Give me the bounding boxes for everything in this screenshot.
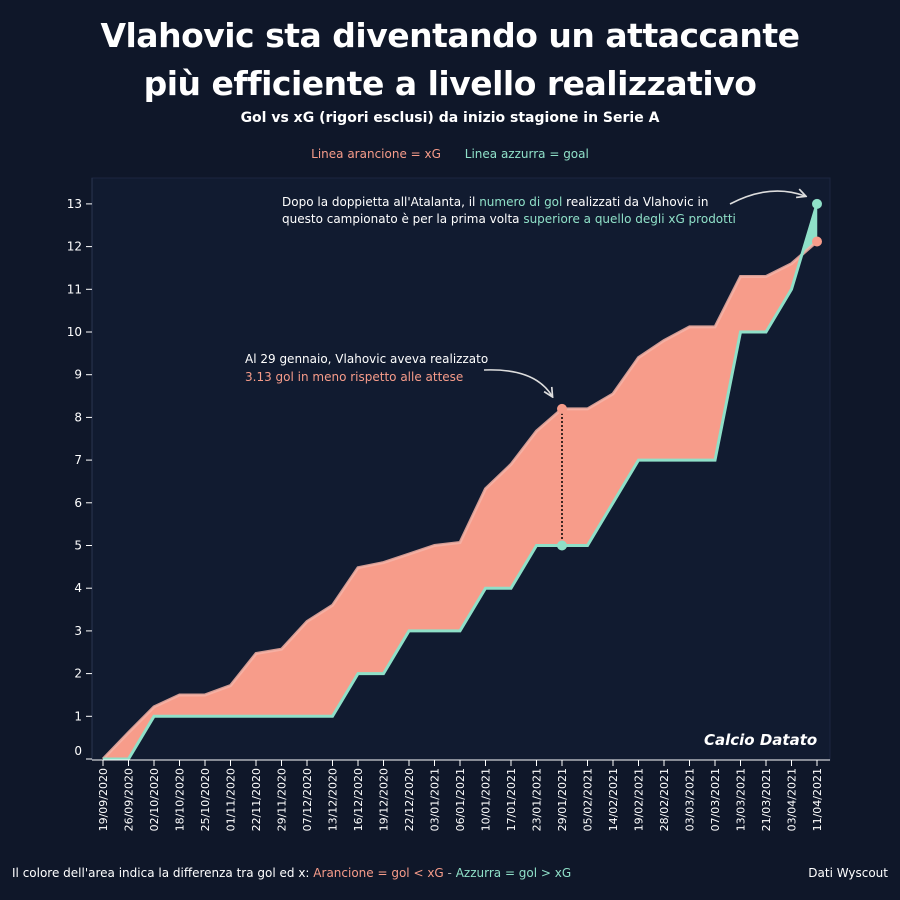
- y-tick-label: 5: [74, 539, 82, 553]
- xg-line: [101, 240, 818, 761]
- marker-xg-11-04: [812, 236, 822, 247]
- goal-line: [103, 203, 819, 761]
- marker-goal-11-04: [812, 198, 822, 209]
- annotation-top-line2: questo campionato è per la prima volta s…: [282, 212, 736, 226]
- y-tick-label: 13: [67, 197, 82, 211]
- footer-prefix: Il colore dell'area indica la differenza…: [12, 866, 314, 880]
- brand-logo: Calcio Datato: [704, 731, 817, 749]
- x-tick-label: 06/01/2021: [454, 768, 467, 831]
- footer-blue: Azzurra = gol > xG: [455, 866, 572, 880]
- area-segment: [408, 545, 435, 632]
- x-tick-label: 13/12/2020: [327, 768, 340, 831]
- x-tick-label: 03/01/2021: [429, 768, 442, 831]
- y-tick-label: 0: [74, 744, 82, 758]
- x-tick-label: 05/02/2021: [582, 768, 595, 831]
- x-tick-label: 18/10/2020: [174, 768, 187, 831]
- marker-xg-29-01: [557, 403, 567, 414]
- x-tick-label: 07/03/2021: [709, 768, 722, 831]
- x-tick-label: 26/09/2020: [123, 768, 136, 831]
- y-tick-label: 10: [67, 325, 82, 339]
- area-segment: [434, 542, 461, 632]
- y-tick-label: 3: [74, 624, 82, 638]
- y-tick-label: 2: [74, 667, 82, 681]
- y-tick-label: 4: [74, 581, 82, 595]
- legend: Linea arancione = xG Linea azzurra = goa…: [0, 147, 900, 161]
- area-segment: [740, 276, 767, 333]
- y-tick-label: 6: [74, 496, 82, 510]
- annotation-top-line1: Dopo la doppietta all'Atalanta, il numer…: [282, 195, 708, 209]
- area-segment: [561, 408, 588, 546]
- legend-xg: Linea arancione = xG: [311, 147, 441, 161]
- y-tick-label: 8: [74, 410, 82, 424]
- chart-title-line2: più efficiente a livello realizzativo: [143, 64, 757, 103]
- annotation-top-arrow: [729, 191, 805, 205]
- area-segment: [306, 604, 333, 717]
- x-tick-label: 03/04/2021: [786, 768, 799, 831]
- x-tick-label: 11/04/2021: [811, 768, 824, 831]
- footer-note: Il colore dell'area indica la differenza…: [12, 866, 571, 880]
- x-tick-label: 22/11/2020: [250, 768, 263, 831]
- x-tick-label: 19/02/2021: [633, 768, 646, 831]
- x-tick-label: 03/03/2021: [684, 768, 697, 831]
- plot-area: [91, 177, 831, 761]
- chart-title-line1: Vlahovic sta diventando un attaccante: [100, 16, 800, 55]
- y-tick-label: 1: [74, 709, 82, 723]
- x-tick-label: 22/12/2020: [403, 768, 416, 831]
- chart-subtitle: Gol vs xG (rigori esclusi) da inizio sta…: [240, 110, 660, 126]
- x-tick-label: 10/01/2021: [480, 768, 493, 831]
- y-tick-label: 12: [67, 240, 82, 254]
- x-tick-label: 21/03/2021: [760, 768, 773, 831]
- x-tick-label: 23/01/2021: [531, 768, 544, 831]
- x-tick-label: 07/12/2020: [301, 768, 314, 831]
- area-segment: [663, 326, 690, 461]
- y-tick-label: 9: [74, 368, 82, 382]
- x-tick-label: 19/09/2020: [97, 768, 110, 831]
- x-tick-label: 14/02/2021: [607, 768, 620, 831]
- annotation-mid-arrow: [483, 369, 552, 396]
- area-segment: [255, 648, 282, 717]
- x-tick-label: 01/11/2020: [225, 768, 238, 831]
- area-segment: [179, 694, 206, 717]
- annotation-mid-line1: Al 29 gennaio, Vlahovic aveva realizzato: [245, 352, 488, 366]
- y-tick-label: 11: [67, 282, 82, 296]
- annotation-mid-line2: 3.13 gol in meno rispetto alle attese: [245, 370, 463, 384]
- area-segment: [357, 562, 384, 674]
- x-tick-label: 29/01/2021: [556, 768, 569, 831]
- legend-goal: Linea azzurra = goal: [464, 147, 589, 161]
- x-tick-label: 16/12/2020: [352, 768, 365, 831]
- y-tick-label: 7: [74, 453, 82, 467]
- footer-source: Dati Wyscout: [808, 866, 888, 880]
- x-tick-label: 19/12/2020: [378, 768, 391, 831]
- x-tick-label: 02/10/2020: [148, 768, 161, 831]
- x-tick-label: 25/10/2020: [199, 768, 212, 831]
- footer-sep: -: [443, 866, 456, 880]
- x-tick-label: 17/01/2021: [505, 768, 518, 831]
- marker-goal-29-01: [557, 540, 567, 551]
- x-tick-label: 28/02/2021: [658, 768, 671, 831]
- footer-orange: Arancione = gol < xG: [313, 866, 444, 880]
- x-tick-label: 29/11/2020: [276, 768, 289, 831]
- area-segment: [638, 340, 665, 461]
- x-tick-label: 13/03/2021: [735, 768, 748, 831]
- area-segment: [689, 326, 716, 461]
